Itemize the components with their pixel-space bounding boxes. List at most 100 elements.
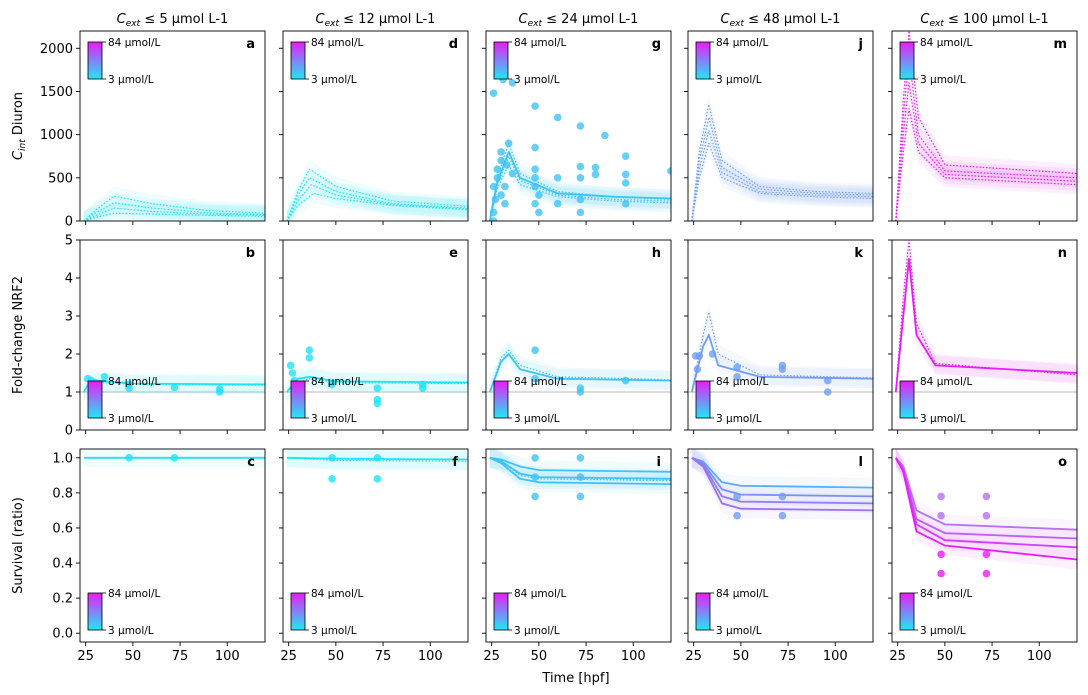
- uncertainty-band: [691, 107, 873, 221]
- x-tick-label: 100: [621, 649, 646, 664]
- panel-h: h 84 μmol/L 3 μmol/L: [482, 239, 672, 434]
- y-tick-label: 5: [65, 234, 73, 249]
- data-point: [493, 165, 502, 173]
- panel-letter: o: [1058, 455, 1067, 470]
- y-tick-label: 500: [48, 171, 73, 186]
- panel-letter: b: [246, 246, 255, 261]
- colorbar-min-label: 3 μmol/L: [716, 413, 762, 425]
- uncertainty-band: [286, 175, 468, 221]
- data-point: [489, 89, 498, 97]
- x-tick-label: 75: [172, 649, 189, 664]
- panel-k: k 84 μmol/L 3 μmol/L: [684, 239, 874, 434]
- uncertainty-band: [691, 120, 873, 221]
- data-point: [373, 399, 382, 408]
- row-ylabel-2: Fold-change NRF2: [11, 276, 26, 394]
- row-ylabel-3: Survival (ratio): [11, 497, 26, 594]
- y-tick-label: 0: [65, 215, 73, 230]
- colorbar-max-label: 84 μmol/L: [716, 376, 768, 388]
- uncertainty-band: [489, 340, 671, 402]
- data-point: [328, 380, 336, 389]
- data-point: [497, 191, 505, 199]
- colorbar-legend: 84 μmol/L 3 μmol/L: [87, 37, 160, 86]
- panel-n: n 84 μmol/L 3 μmol/L: [888, 239, 1078, 434]
- y-tick-label: 0.8: [52, 486, 73, 501]
- data-point: [733, 363, 741, 372]
- data-point: [125, 380, 133, 389]
- colorbar-max-label: 84 μmol/L: [514, 376, 566, 388]
- colorbar-min-label: 3 μmol/L: [108, 625, 154, 637]
- colorbar-gradient: [695, 380, 711, 419]
- x-tick-label: 50: [531, 649, 548, 664]
- data-point: [576, 195, 585, 204]
- data-point: [601, 131, 609, 140]
- data-point: [531, 199, 539, 208]
- series-line: [489, 457, 671, 482]
- data-point: [215, 385, 224, 393]
- y-tick-label: 2: [65, 348, 73, 363]
- panel-d: d 84 μmol/L 3 μmol/L: [279, 30, 469, 225]
- data-point: [591, 170, 600, 179]
- data-point: [286, 361, 295, 370]
- data-point: [531, 374, 539, 383]
- colorbar-legend: 84 μmol/L 3 μmol/L: [290, 588, 363, 637]
- y-tick-label: 1000: [40, 128, 73, 143]
- data-point: [489, 182, 498, 191]
- data-point: [504, 139, 513, 148]
- colorbar-max-label: 84 μmol/L: [311, 588, 363, 600]
- data-point: [621, 152, 630, 160]
- colorbar-gradient: [87, 380, 103, 419]
- data-point: [937, 492, 945, 501]
- data-point: [553, 174, 562, 182]
- colorbar-max-label: 84 μmol/L: [920, 376, 972, 388]
- panel-b: 0 1 2 3 4 5 b 84 μmol/L 3 μmol/L: [65, 234, 266, 439]
- series-line: [895, 457, 1077, 561]
- colorbar-legend: 84 μmol/L 3 μmol/L: [695, 37, 768, 86]
- uncertainty-band: [691, 449, 873, 506]
- x-tick-label: 100: [418, 649, 443, 664]
- series-line: [895, 240, 1077, 393]
- colorbar-gradient: [290, 41, 306, 80]
- data-point: [733, 492, 741, 501]
- y-tick-label: 0.4: [52, 557, 73, 572]
- panel-frame: [79, 239, 266, 431]
- colorbar-min-label: 3 μmol/L: [920, 74, 966, 86]
- panel-frame: [891, 448, 1078, 643]
- colorbar-max-label: 84 μmol/L: [920, 588, 972, 600]
- x-tick-label: 50: [125, 649, 142, 664]
- column-title-4: Cext ≤ 48 μmol L-1: [721, 12, 841, 29]
- panel-frame: [79, 448, 266, 643]
- series-line: [83, 202, 265, 221]
- panel-e: e 84 μmol/L 3 μmol/L: [279, 239, 469, 434]
- colorbar-min-label: 3 μmol/L: [311, 413, 357, 425]
- series-line: [489, 155, 671, 221]
- panel-frame: [687, 448, 874, 643]
- data-point: [937, 511, 945, 520]
- data-point: [489, 208, 498, 217]
- uncertainty-band: [895, 240, 1077, 402]
- data-point: [508, 169, 517, 178]
- panel-letter: g: [652, 37, 661, 52]
- series-line: [286, 177, 468, 221]
- colorbar-legend: 84 μmol/L 3 μmol/L: [493, 376, 566, 425]
- panel-letter: d: [449, 37, 458, 52]
- panel-frame: [891, 239, 1078, 431]
- series-line: [691, 456, 873, 489]
- data-point: [576, 388, 585, 396]
- panel-letter: h: [652, 246, 661, 261]
- colorbar-max-label: 84 μmol/L: [108, 37, 160, 49]
- colorbar-max-label: 84 μmol/L: [108, 376, 160, 388]
- colorbar-gradient: [493, 592, 509, 631]
- colorbar-gradient: [899, 41, 915, 80]
- colorbar-min-label: 3 μmol/L: [311, 74, 357, 86]
- data-point: [535, 208, 543, 217]
- data-point: [576, 492, 585, 501]
- y-tick-label: 1.0: [52, 451, 73, 466]
- colorbar-max-label: 84 μmol/L: [920, 37, 972, 49]
- series-line: [895, 82, 1077, 221]
- data-point: [576, 122, 585, 130]
- series-line: [489, 456, 671, 473]
- uncertainty-band: [489, 344, 671, 402]
- data-point: [170, 454, 179, 462]
- y-tick-label: 0: [65, 424, 73, 439]
